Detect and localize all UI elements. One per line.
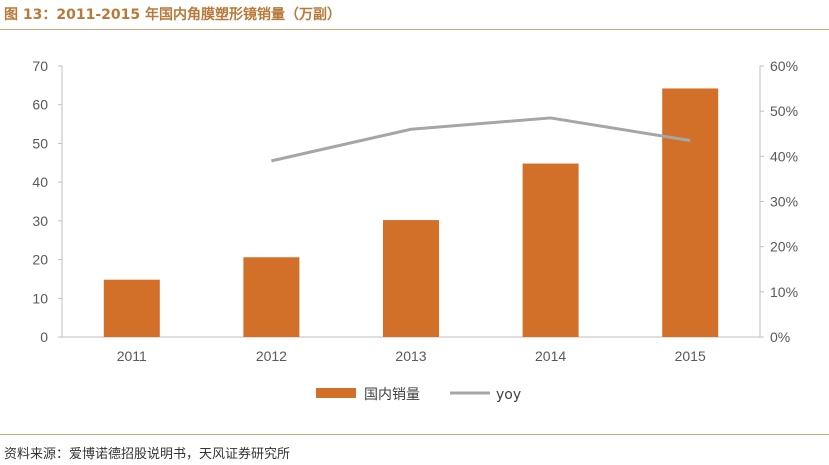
bar-2011 bbox=[103, 279, 160, 337]
right-tick-label: 50% bbox=[770, 103, 798, 119]
right-tick-label: 20% bbox=[770, 239, 798, 255]
left-tick-label: 50 bbox=[32, 135, 48, 151]
left-tick-label: 70 bbox=[32, 58, 48, 74]
x-tick-label: 2015 bbox=[675, 348, 706, 364]
chart-title: 图 13：2011-2015 年国内角膜塑形镜销量（万副） bbox=[4, 7, 341, 23]
right-tick-label: 30% bbox=[770, 194, 798, 210]
x-tick-label: 2014 bbox=[535, 348, 566, 364]
left-tick-label: 0 bbox=[40, 329, 48, 345]
yoy-line bbox=[271, 116, 691, 163]
title-divider bbox=[0, 29, 829, 30]
bar-2015 bbox=[662, 88, 719, 337]
right-tick-label: 40% bbox=[770, 148, 798, 164]
legend-bar-swatch bbox=[316, 388, 356, 398]
footer-divider bbox=[0, 434, 829, 435]
left-tick-label: 30 bbox=[32, 213, 48, 229]
bar-2012 bbox=[243, 257, 300, 337]
x-tick-label: 2012 bbox=[256, 348, 287, 364]
legend-line-label: yoy bbox=[496, 387, 521, 403]
legend-bar-label: 国内销量 bbox=[364, 387, 420, 403]
right-tick-label: 60% bbox=[770, 58, 798, 74]
x-tick-label: 2013 bbox=[395, 348, 426, 364]
left-tick-label: 60 bbox=[32, 97, 48, 113]
bar-2013 bbox=[383, 220, 439, 337]
x-tick-label: 2011 bbox=[117, 348, 147, 364]
bar-2014 bbox=[522, 163, 579, 337]
right-tick-label: 0% bbox=[770, 329, 790, 345]
left-tick-label: 40 bbox=[32, 174, 48, 190]
left-tick-label: 10 bbox=[32, 290, 48, 306]
left-tick-label: 20 bbox=[32, 252, 48, 268]
source-note: 资料来源：爱博诺德招股说明书，天风证券研究所 bbox=[4, 447, 291, 462]
right-tick-label: 10% bbox=[770, 284, 798, 300]
